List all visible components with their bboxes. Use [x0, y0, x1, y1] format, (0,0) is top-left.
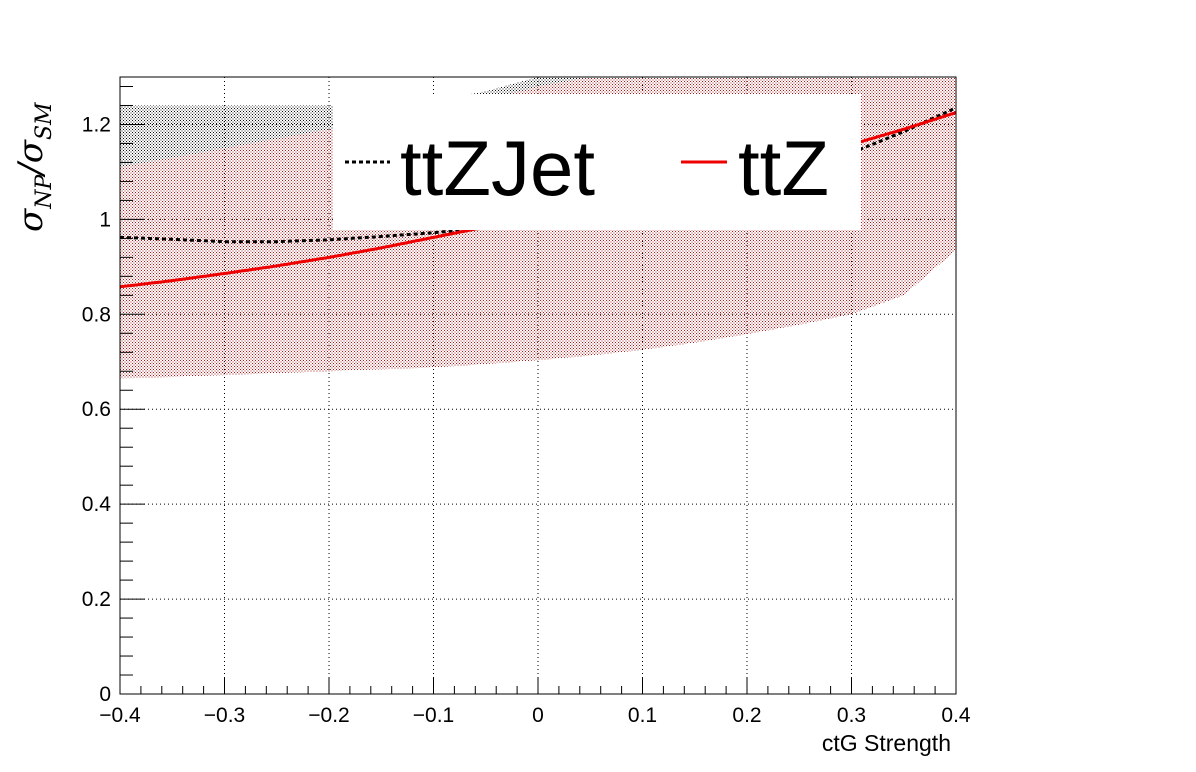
- x-tick-label: −0.3: [204, 704, 245, 727]
- x-tick-label: −0.2: [308, 704, 349, 727]
- y-tick-label: 0.8: [82, 303, 111, 326]
- x-tick-labels: −0.4 −0.3 −0.2 −0.1 0 0.1 0.2 0.3 0.4: [99, 704, 971, 727]
- x-tick-label: 0.2: [732, 704, 761, 727]
- x-tick-label: 0.3: [837, 704, 866, 727]
- legend: ttZJet ttZ: [333, 94, 861, 230]
- x-tick-label: −0.4: [99, 704, 141, 727]
- y-tick-label: 1: [99, 208, 111, 231]
- y-tick-label: 0.4: [82, 493, 112, 516]
- legend-box: [333, 94, 861, 230]
- x-tick-label: 0.1: [628, 704, 657, 727]
- y-tick-label: 0: [99, 683, 111, 706]
- x-tick-label: 0.4: [941, 704, 971, 727]
- tick-layer: [119, 85, 957, 695]
- legend-label-ttz: ttZ: [738, 124, 829, 212]
- x-tick-label: 0: [532, 704, 544, 727]
- y-tick-label: 0.2: [82, 588, 111, 611]
- y-tick-label: 1.2: [82, 113, 111, 136]
- y-tick-label: 0.6: [82, 398, 111, 421]
- y-axis-title: σNP/σSM: [11, 102, 57, 232]
- x-axis-title: ctG Strength: [822, 730, 951, 756]
- y-tick-labels: 0 0.2 0.4 0.6 0.8 1 1.2: [82, 113, 112, 706]
- legend-label-ttzjet: ttZJet: [400, 124, 595, 212]
- x-tick-label: −0.1: [413, 704, 454, 727]
